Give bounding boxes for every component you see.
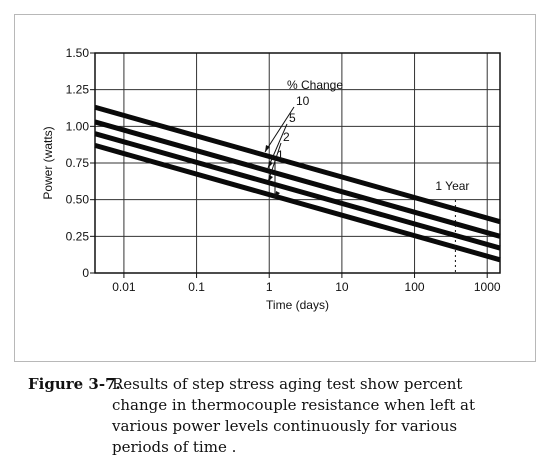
legend-title: % Change xyxy=(287,78,343,92)
leader-line xyxy=(264,106,295,153)
series-lines xyxy=(94,104,501,263)
figure-caption: Figure 3-7.Results of step stress aging … xyxy=(28,374,540,458)
leader-line xyxy=(267,123,288,169)
y-tick-label: 0.25 xyxy=(66,229,90,243)
y-tick-label: 0 xyxy=(82,266,89,280)
y-tick-label: 0.50 xyxy=(66,193,90,207)
y-tick-label: 0.75 xyxy=(66,156,90,170)
caption-line: Figure 3-7.Results of step stress aging … xyxy=(28,374,540,395)
x-tick-label: 100 xyxy=(405,280,425,294)
caption-label: Figure 3-7. xyxy=(28,375,121,393)
arrowhead-icon xyxy=(275,191,280,198)
arrowhead-icon xyxy=(268,175,273,182)
series-label-10: 10 xyxy=(296,94,310,108)
axis-ticks: 0.01 0.1 1 10 100 1000 0 0.25 0.50 0.75 1.00 1.25 1.… xyxy=(66,46,501,294)
arrowhead-icon xyxy=(268,161,273,168)
caption-text: Results of step stress aging test show p… xyxy=(112,375,463,393)
caption-line: various power levels continuously for va… xyxy=(112,417,458,435)
series-label-2: 2 xyxy=(283,130,290,144)
series-line-2 xyxy=(94,131,501,251)
annotation-label: 1 Year xyxy=(435,179,469,193)
x-axis-label: Time (days) xyxy=(266,298,329,312)
x-tick-label: 1000 xyxy=(474,280,501,294)
series-line-1 xyxy=(94,142,501,263)
x-tick-label: 10 xyxy=(335,280,349,294)
y-tick-label: 1.50 xyxy=(66,46,90,60)
series-label-5: 5 xyxy=(289,111,296,125)
series-label-1: 1 xyxy=(277,148,284,162)
x-tick-label: 1 xyxy=(266,280,273,294)
figure-frame xyxy=(14,14,536,362)
caption-line: periods of time . xyxy=(112,438,237,456)
y-axis-label: Power (watts) xyxy=(41,126,55,199)
caption-line: change in thermocouple resistance when l… xyxy=(112,396,475,414)
y-tick-label: 1.25 xyxy=(66,83,90,97)
arrowhead-icon xyxy=(265,145,270,152)
y-tick-label: 1.00 xyxy=(66,119,90,133)
series-line-5 xyxy=(94,119,501,239)
annotations: % Change 105 2 1 1 Year xyxy=(264,78,469,273)
x-tick-label: 0.1 xyxy=(188,280,205,294)
x-tick-label: 0.01 xyxy=(112,280,136,294)
series-line-10 xyxy=(94,104,501,225)
